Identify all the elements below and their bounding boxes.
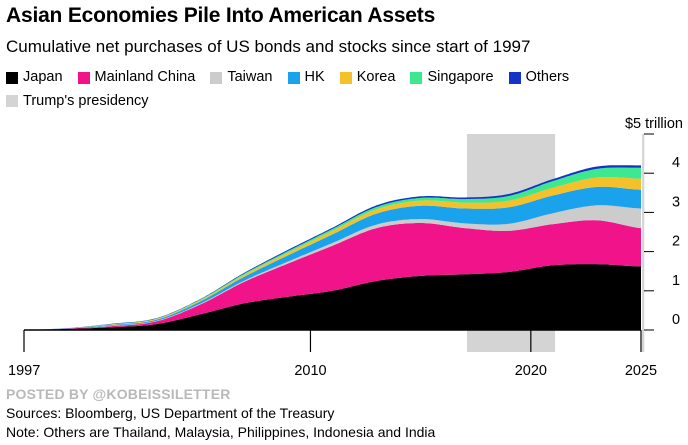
y-tick-label-0: 0 [672,312,680,328]
y-tick-label-4: 4 [672,155,680,171]
legend-label: Korea [356,69,396,85]
legend: Japan Mainland China Taiwan HK Korea Sin… [6,67,626,114]
y-tick-label-2: 2 [672,234,680,250]
legend-swatch [410,71,423,84]
area-mainland-china [24,220,641,330]
legend-label: Others [525,69,570,85]
x-tick-label-2025: 2025 [625,363,657,379]
legend-item-others: Others [508,67,570,88]
area-series [24,165,641,330]
legend-swatch [339,71,352,84]
legend-swatch [508,71,521,84]
x-tick-label-2020: 2020 [515,363,547,379]
legend-label: Taiwan [227,69,273,85]
watermark: POSTED BY @KOBEISSILETTER [6,386,231,402]
legend-swatch [6,95,18,107]
legend-item-taiwan: Taiwan [210,67,272,88]
legend-item-trump-presidency: Trump's presidency [6,91,149,112]
legend-swatch [77,71,90,84]
area-hk [24,186,641,330]
note-text: Note: Others are Thailand, Malaysia, Phi… [6,424,436,440]
legend-label: Singapore [427,69,494,85]
axes: 1997 2010 2020 2025 0 1 2 3 4 $5 trillion [8,116,683,379]
legend-label: HK [304,69,325,85]
legend-label: Mainland China [94,69,196,85]
legend-item-korea: Korea [339,67,396,88]
area-japan [24,264,641,330]
y-unit-label: $5 trillion [625,116,683,132]
legend-item-singapore: Singapore [410,67,494,88]
x-tick-label-1997: 1997 [8,363,40,379]
source-text: Sources: Bloomberg, US Department of the… [6,405,335,421]
chart-subtitle: Cumulative net purchases of US bonds and… [6,37,531,56]
y-tick-label-1: 1 [672,273,680,289]
legend-item-mainland-china: Mainland China [77,67,196,88]
x-tick-label-2010: 2010 [294,363,326,379]
legend-swatch [6,71,18,84]
chart-title: Asian Economies Pile Into American Asset… [6,4,436,27]
legend-item-japan: Japan [6,67,63,88]
legend-item-hk: HK [287,67,325,88]
area-taiwan [24,205,641,330]
shaded-period-1 [642,134,645,352]
legend-swatch [210,71,223,84]
legend-label: Trump's presidency [23,92,149,109]
y-tick-label-3: 3 [672,194,680,210]
legend-swatch [287,71,300,84]
legend-label: Japan [23,69,63,85]
